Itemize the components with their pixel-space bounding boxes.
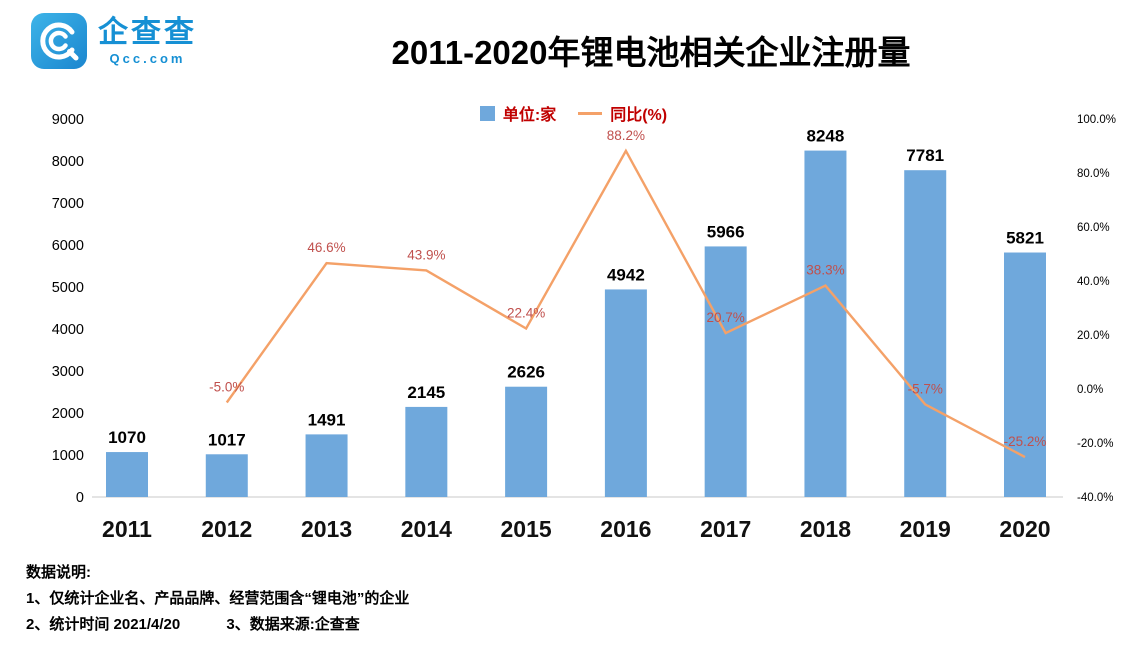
yoy-line bbox=[225, 148, 1026, 459]
bar-value-label: 8248 bbox=[807, 127, 845, 146]
x-axis-year-label: 2012 bbox=[201, 516, 252, 542]
bar-value-label: 5821 bbox=[1006, 229, 1044, 248]
left-axis-tick: 0 bbox=[76, 490, 84, 506]
bar-2016 bbox=[604, 289, 647, 497]
bar-value-label: 1491 bbox=[308, 410, 346, 429]
bar-value-label: 2145 bbox=[407, 383, 445, 402]
bar-value-label: 1070 bbox=[108, 428, 146, 447]
bar-value-label: 4942 bbox=[607, 265, 645, 284]
chart-title: 2011-2020年锂电池相关企业注册量 bbox=[391, 34, 911, 71]
x-axis-year-label: 2016 bbox=[600, 516, 651, 542]
footnote-heading: 数据说明: bbox=[26, 564, 91, 581]
bar-series-label: 单位:家 bbox=[502, 107, 557, 124]
yoy-value-label: -25.2% bbox=[1004, 434, 1047, 449]
yoy-value-label: 22.4% bbox=[507, 306, 545, 321]
left-axis-tick: 5000 bbox=[52, 280, 84, 296]
bar-2013 bbox=[305, 434, 348, 497]
bar-value-label: 7781 bbox=[906, 146, 944, 165]
right-axis-tick: 60.0% bbox=[1077, 222, 1110, 234]
bar-2018 bbox=[804, 150, 847, 498]
x-axis-year-label: 2017 bbox=[700, 516, 751, 542]
qcc-brand-name: 企查查 bbox=[98, 16, 197, 49]
bar-2012 bbox=[205, 454, 248, 497]
chart-legend: 单位:家 同比(%) bbox=[0, 101, 1147, 125]
yoy-value-label: -5.7% bbox=[908, 381, 943, 396]
right-axis-tick: -40.0% bbox=[1077, 492, 1113, 504]
x-axis-year-label: 2014 bbox=[401, 516, 452, 542]
qcc-logo-icon bbox=[31, 13, 87, 69]
left-axis-tick: 9000 bbox=[52, 112, 84, 128]
footnote-stat-date: 2、统计时间 2021/4/20 bbox=[26, 616, 181, 633]
x-axis-year-label: 2011 bbox=[102, 516, 152, 542]
bar-2019 bbox=[904, 170, 947, 497]
yoy-value-label: -5.0% bbox=[209, 380, 244, 395]
right-axis-tick: 0.0% bbox=[1077, 384, 1103, 396]
bar-2011 bbox=[106, 452, 148, 497]
bar-value-label: 1017 bbox=[208, 430, 246, 449]
qcc-domain: Qcc.com bbox=[109, 51, 186, 66]
bar-value-label: 5966 bbox=[707, 222, 745, 241]
bar-value-label: 2626 bbox=[507, 363, 545, 382]
left-axis-tick: 7000 bbox=[52, 196, 84, 212]
yoy-value-label: 88.2% bbox=[607, 128, 645, 143]
yoy-value-label: 20.7% bbox=[707, 310, 745, 325]
x-axis-year-label: 2018 bbox=[800, 516, 851, 542]
x-axis-year-label: 2020 bbox=[999, 516, 1050, 542]
left-axis-tick: 8000 bbox=[52, 154, 84, 170]
x-axis-year-label: 2015 bbox=[501, 516, 552, 542]
left-axis-tick: 4000 bbox=[52, 322, 84, 338]
x-axis-year-label: 2019 bbox=[900, 516, 951, 542]
right-axis-tick: 80.0% bbox=[1077, 168, 1110, 180]
bar-2017 bbox=[704, 246, 747, 497]
right-axis-tick: -20.0% bbox=[1077, 438, 1113, 450]
right-axis-tick: 100.0% bbox=[1077, 114, 1116, 126]
bar-series-swatch bbox=[479, 105, 495, 121]
bar-2014 bbox=[405, 406, 448, 497]
left-axis-tick: 3000 bbox=[52, 364, 84, 380]
bar-2015 bbox=[505, 386, 548, 497]
footnote-data-source: 3、数据来源:企查查 bbox=[226, 616, 360, 633]
qcc-logo: 企查查 Qcc.com bbox=[30, 12, 197, 70]
yoy-value-label: 43.9% bbox=[407, 247, 445, 262]
footnote-line2: 2、统计时间 2021/4/20 3、数据来源:企查查 bbox=[26, 612, 409, 638]
qcc-logo-text: 企查查 Qcc.com bbox=[98, 16, 197, 66]
bar-2020 bbox=[1004, 252, 1046, 497]
footnotes: 数据说明: 1、仅统计企业名、产品品牌、经营范围含“锂电池”的企业 2、统计时间… bbox=[26, 560, 409, 638]
line-series-swatch bbox=[578, 111, 603, 115]
yoy-value-label: 38.3% bbox=[806, 263, 844, 278]
right-axis-tick: 20.0% bbox=[1077, 330, 1110, 342]
left-axis-tick: 1000 bbox=[52, 448, 84, 464]
x-axis-year-label: 2013 bbox=[301, 516, 352, 542]
right-axis-tick: 40.0% bbox=[1077, 276, 1110, 288]
left-axis-tick: 6000 bbox=[52, 238, 84, 254]
footnote-line1: 1、仅统计企业名、产品品牌、经营范围含“锂电池”的企业 bbox=[26, 590, 410, 607]
yoy-value-label: 46.6% bbox=[307, 240, 345, 255]
line-series-label: 同比(%) bbox=[610, 107, 668, 124]
left-axis-tick: 2000 bbox=[52, 406, 84, 422]
